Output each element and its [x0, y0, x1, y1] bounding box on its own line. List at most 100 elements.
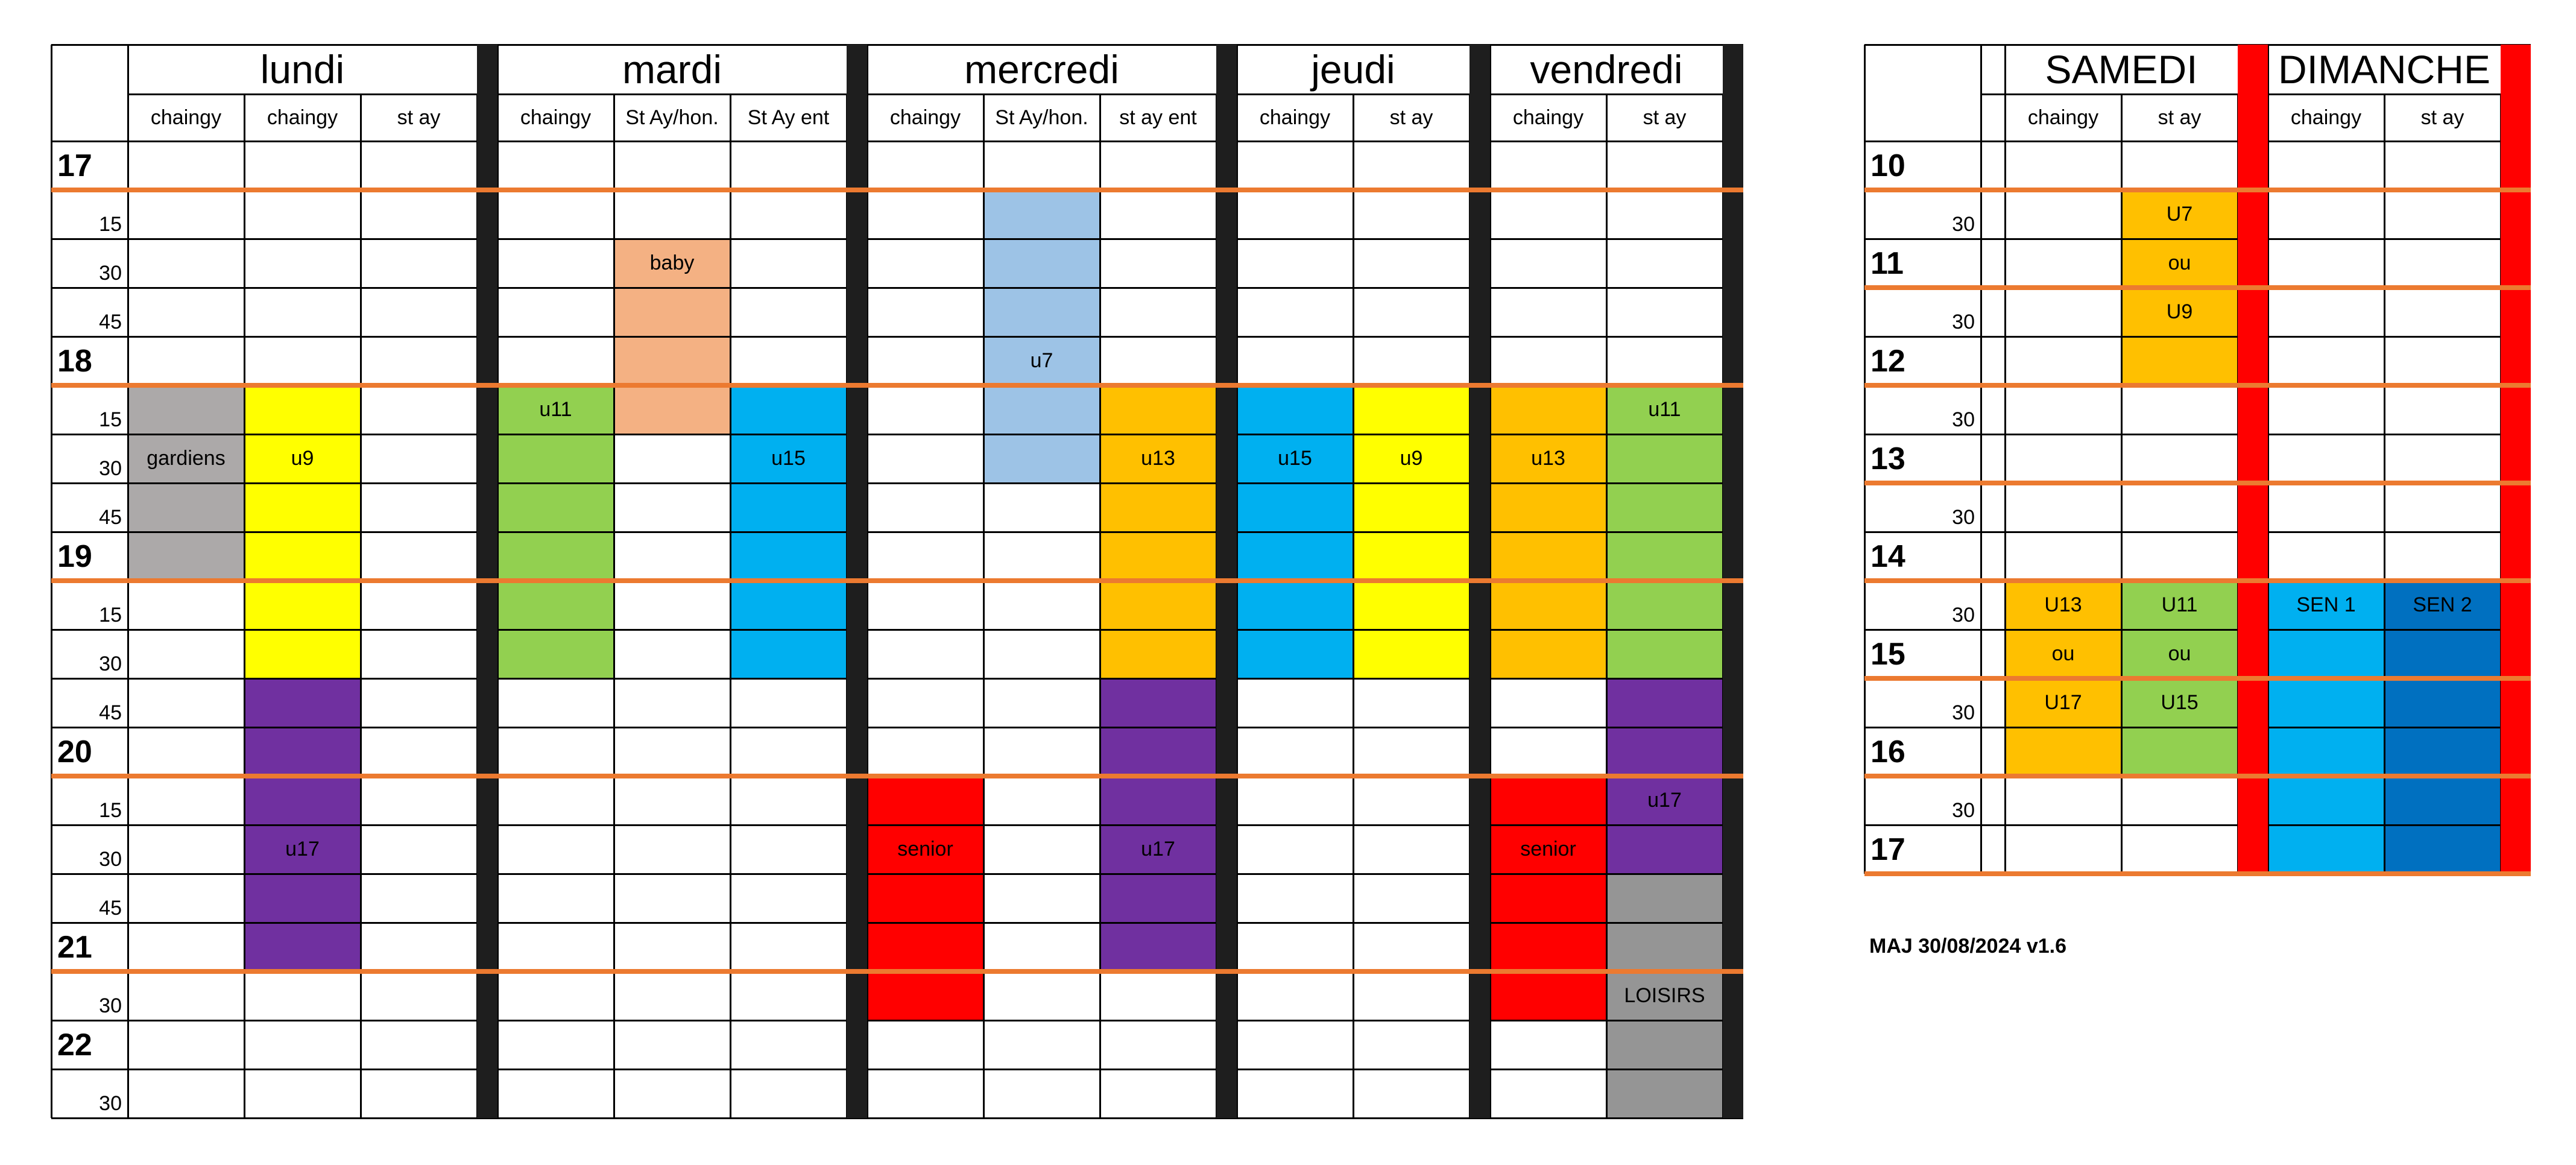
day-separator	[2238, 45, 2268, 874]
minute-label: 45	[99, 897, 122, 920]
hour-label: 17	[1870, 832, 1905, 867]
hour-label: 19	[57, 538, 92, 574]
venue-header: chaingy	[520, 106, 592, 129]
grid-line	[1606, 94, 1608, 1118]
venue-header: st ay ent	[1119, 106, 1197, 129]
minute-label: 15	[99, 799, 122, 822]
activity-block	[1606, 874, 1723, 1118]
venue-header: chaingy	[150, 106, 222, 129]
grid-line	[244, 94, 245, 1118]
day-header-jeudi: jeudi	[1311, 47, 1395, 92]
hour-label: 12	[1870, 343, 1905, 379]
grid-line	[51, 336, 1743, 338]
grid-line	[51, 678, 1743, 680]
hour-divider	[1864, 676, 2531, 681]
hour-divider	[51, 188, 1743, 192]
grid-line	[51, 1117, 1743, 1119]
hour-divider	[1864, 285, 2531, 290]
minute-label: 15	[99, 213, 122, 236]
venue-header: chaingy	[1259, 106, 1331, 129]
hour-divider	[51, 774, 1743, 778]
update-note: MAJ 30/08/2024 v1.6	[1869, 935, 2067, 958]
grid-line	[51, 873, 1743, 875]
grid-line	[1864, 727, 2531, 728]
minute-label: 30	[1952, 604, 1975, 627]
hour-label: 11	[1870, 245, 1904, 281]
grid-line	[1864, 434, 2531, 435]
day-header-mercredi: mercredi	[964, 47, 1119, 92]
minute-label: 30	[1952, 213, 1975, 236]
minute-label: 30	[1952, 701, 1975, 724]
grid-line	[51, 824, 1743, 826]
minute-label: 30	[1952, 311, 1975, 333]
grid-line	[1864, 531, 2531, 533]
grid-line	[360, 94, 362, 1118]
day-header-samedi: SAMEDI	[2045, 47, 2198, 92]
grid-line	[51, 434, 1743, 435]
hour-label: 15	[1870, 636, 1905, 672]
venue-header: st ay	[1643, 106, 1687, 129]
minute-label: 30	[99, 652, 122, 675]
grid-line	[1980, 45, 1982, 874]
venue-header: chaingy	[1512, 106, 1584, 129]
hour-label: 21	[57, 929, 92, 965]
hour-label: 10	[1870, 148, 1905, 183]
hour-divider	[51, 383, 1743, 388]
grid-line	[51, 727, 1743, 728]
grid-line	[51, 482, 1743, 484]
grid-line	[2267, 45, 2269, 874]
grid-line	[1353, 94, 1354, 1118]
activity-block	[1490, 776, 1606, 1020]
grid-line	[51, 1069, 1743, 1070]
hour-divider	[1864, 871, 2531, 876]
grid-line	[51, 922, 1743, 924]
minute-label: 30	[1952, 799, 1975, 822]
hour-divider	[1864, 774, 2531, 778]
minute-label: 30	[99, 1092, 122, 1115]
minute-label: 15	[99, 408, 122, 431]
day-header-lundi: lundi	[260, 47, 345, 92]
venue-header: chaingy	[889, 106, 961, 129]
grid-line	[1099, 94, 1101, 1118]
day-header-dimanche: DIMANCHE	[2278, 47, 2490, 92]
hour-label: 17	[57, 148, 92, 183]
grid-line	[1864, 44, 2531, 46]
venue-header: st ay	[397, 106, 441, 129]
grid-line	[1864, 238, 2531, 240]
day-header-vendredi: vendredi	[1530, 47, 1683, 92]
activity-block	[867, 776, 983, 1020]
hour-label: 16	[1870, 734, 1905, 769]
venue-header: chaingy	[267, 106, 338, 129]
hour-label: 18	[57, 343, 92, 379]
grid-line	[1864, 140, 2531, 142]
venue-header: St Ay/hon.	[995, 106, 1088, 129]
hour-divider	[1864, 481, 2531, 485]
venue-header: st ay	[2420, 106, 2464, 129]
grid-line	[730, 94, 731, 1118]
minute-label: 30	[99, 848, 122, 871]
minute-label: 30	[99, 457, 122, 480]
grid-line	[51, 1020, 1743, 1021]
grid-line	[128, 93, 1743, 95]
grid-line	[2004, 45, 2006, 874]
venue-header: chaingy	[2290, 106, 2362, 129]
venue-header: St Ay/hon.	[625, 106, 719, 129]
grid-line	[613, 94, 615, 1118]
minute-label: 30	[99, 994, 122, 1017]
hour-divider	[1864, 188, 2531, 192]
grid-line	[1864, 336, 2531, 338]
grid-line	[1864, 629, 2531, 631]
venue-header: chaingy	[2027, 106, 2099, 129]
grid-line	[51, 238, 1743, 240]
grid-line	[1864, 824, 2531, 826]
grid-line	[51, 531, 1743, 533]
grid-line	[51, 629, 1743, 631]
venue-header: St Ay ent	[747, 106, 830, 129]
grid-line	[1864, 45, 1866, 874]
hour-label: 22	[57, 1027, 92, 1062]
grid-line	[51, 140, 1743, 142]
day-header-mardi: mardi	[622, 47, 722, 92]
grid-line	[983, 94, 985, 1118]
minute-label: 45	[99, 311, 122, 333]
